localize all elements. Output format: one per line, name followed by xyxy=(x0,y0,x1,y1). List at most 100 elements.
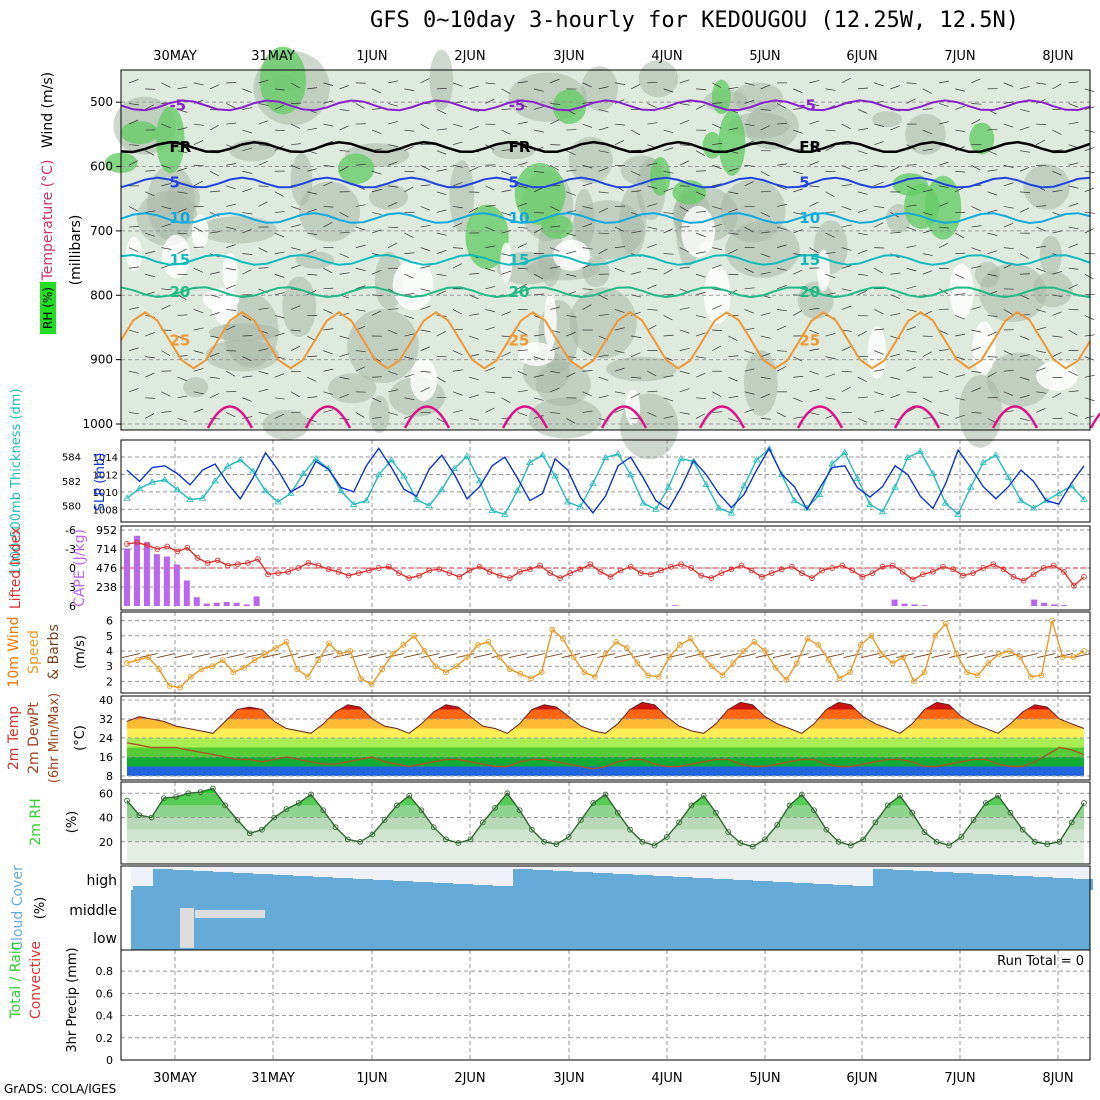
rh2m-line-point xyxy=(173,794,179,800)
wind-barb xyxy=(242,356,252,362)
lifted-index-line-point xyxy=(567,570,574,576)
wind-barb xyxy=(323,287,334,290)
thickness-line-point xyxy=(123,494,131,501)
wind-speed-line-point xyxy=(751,639,758,645)
rh-shade xyxy=(552,89,587,125)
wind-barb xyxy=(388,329,398,335)
bottom-date-label: 1JUN xyxy=(356,1071,387,1086)
lifted-index-line-point xyxy=(1030,571,1037,578)
isotherm-label: -5 xyxy=(509,96,526,114)
top-date-label: 5JUN xyxy=(749,49,780,64)
wind-barb xyxy=(744,309,755,314)
wind-barb xyxy=(193,164,204,167)
wind-barb xyxy=(776,123,788,125)
wind-barb xyxy=(177,335,187,341)
pressure-tick-label: 800 xyxy=(90,288,113,302)
thickness-line-point xyxy=(261,487,270,494)
wind-barb xyxy=(501,230,512,234)
wind-barb xyxy=(177,314,188,316)
rh-band xyxy=(127,805,1084,818)
wind-barb xyxy=(1052,270,1063,275)
footer-credit: GrADS: COLA/IGES xyxy=(4,1082,117,1096)
wind-barb xyxy=(355,244,366,248)
cape-bar xyxy=(124,548,130,606)
wind-barb xyxy=(679,307,690,310)
thickness-line-point xyxy=(513,487,522,494)
wind-barb xyxy=(550,347,560,351)
lifted-index-line-point xyxy=(345,572,352,579)
cloud-axis-label: Cloud Cover xyxy=(10,865,26,951)
lifted-index-line-point xyxy=(839,562,846,569)
wind-barb xyxy=(971,103,982,105)
temp-tick-label: 24 xyxy=(99,732,113,745)
cloud-high-bar xyxy=(953,873,973,890)
wind-speed-line-point xyxy=(762,648,768,654)
wind-barb xyxy=(614,226,625,232)
wind-barb xyxy=(501,149,512,152)
wind-speed-line-point xyxy=(304,673,311,680)
cape-bar xyxy=(891,599,898,606)
wind-barb xyxy=(307,191,318,195)
wind-barb xyxy=(145,413,155,419)
wind-barb xyxy=(242,170,253,174)
wind-barb xyxy=(323,82,334,86)
precip-legend-convective: Convective xyxy=(28,941,44,1019)
lifted-index-line-point xyxy=(506,575,513,581)
wind-barb xyxy=(307,168,317,172)
wind-barb xyxy=(631,376,642,379)
precip-tick-label: 0 xyxy=(106,1054,113,1067)
wind-barb xyxy=(841,123,851,130)
wind-barb xyxy=(485,205,496,207)
wind-barb xyxy=(1003,182,1014,187)
wind-speed-line-point xyxy=(836,675,843,682)
wind-barb xyxy=(177,109,188,113)
wind-barb xyxy=(1036,408,1046,413)
wind-barb xyxy=(1019,253,1029,259)
lifted-index-line-point xyxy=(698,572,705,579)
wind-barb xyxy=(290,329,301,332)
lifted-index-line-point xyxy=(426,567,433,574)
wind-barb-10m xyxy=(509,653,528,658)
wind-barb xyxy=(258,144,269,147)
wind-barb xyxy=(177,127,188,131)
rh2m-line-point xyxy=(688,802,695,809)
wind-barb xyxy=(582,391,592,397)
isotherm-30 xyxy=(991,405,1039,429)
wind-barb xyxy=(307,127,318,131)
wind-barb xyxy=(938,370,949,376)
cape-bar xyxy=(213,602,220,606)
lifted-tick-label: 3 xyxy=(69,581,76,594)
wind10m-axis-label: 10m Wind xyxy=(6,616,22,687)
wind-barb xyxy=(1052,230,1063,234)
wind-barb xyxy=(922,170,933,175)
wind-speed-line-point xyxy=(645,672,651,679)
temp-band xyxy=(127,702,1084,710)
wind-barb xyxy=(663,334,674,337)
bottom-date-label: 8JUN xyxy=(1042,1071,1073,1086)
wind-speed-line-point xyxy=(857,642,864,648)
wind-barb xyxy=(922,270,933,275)
wind-barb xyxy=(177,86,188,90)
cloud-high-bar xyxy=(1073,879,1093,890)
wind-barb xyxy=(404,397,415,401)
wind-barb xyxy=(128,370,139,374)
rh-shade xyxy=(156,106,185,174)
wind-barb xyxy=(209,170,220,177)
wind-barb xyxy=(744,327,755,331)
wind-speed-line-point xyxy=(623,645,630,651)
wind-barb xyxy=(242,228,252,234)
wind-barb xyxy=(825,292,836,296)
lifted-index-line-point xyxy=(637,570,644,576)
wind-barb xyxy=(420,123,430,130)
lifted-index-line-point xyxy=(1040,565,1047,571)
rh-shade xyxy=(259,46,307,115)
thickness-line-point xyxy=(740,482,748,489)
wind-barb xyxy=(258,247,268,253)
cape-axis-label: CAPE (J/kg) xyxy=(72,529,88,607)
rh2m-line-point xyxy=(308,791,314,798)
pressure-tick-label: 500 xyxy=(90,95,113,109)
wind-barb xyxy=(145,104,155,110)
wind-barb xyxy=(890,125,900,131)
wind-barb xyxy=(436,209,447,213)
wind-barb xyxy=(161,223,172,228)
